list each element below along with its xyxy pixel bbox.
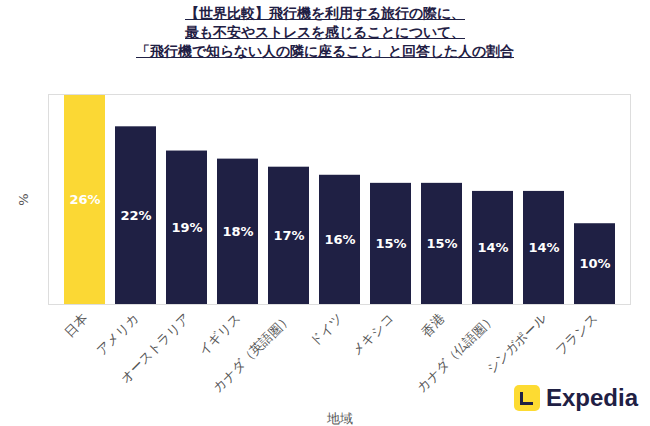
svg-text:19%: 19% bbox=[171, 220, 202, 235]
svg-text:アメリカ: アメリカ bbox=[94, 311, 141, 358]
svg-text:ドイツ: ドイツ bbox=[307, 311, 345, 349]
svg-text:シンガポール: シンガポール bbox=[483, 311, 549, 377]
svg-text:イギリス: イギリス bbox=[196, 311, 243, 358]
svg-text:14%: 14% bbox=[528, 240, 559, 255]
svg-text:14%: 14% bbox=[477, 240, 508, 255]
svg-text:15%: 15% bbox=[375, 236, 406, 251]
svg-text:フランス: フランス bbox=[553, 311, 600, 358]
svg-text:16%: 16% bbox=[324, 232, 355, 247]
svg-text:10%: 10% bbox=[579, 256, 610, 271]
svg-text:17%: 17% bbox=[273, 228, 304, 243]
svg-text:18%: 18% bbox=[222, 224, 253, 239]
svg-text:カナダ（英語圏）: カナダ（英語圏） bbox=[210, 311, 294, 395]
html-text:Expedia: Expedia bbox=[546, 384, 638, 411]
svg-text:26%: 26% bbox=[69, 192, 100, 207]
svg-text:メキシコ: メキシコ bbox=[349, 311, 396, 358]
svg-text:%: % bbox=[16, 193, 31, 205]
svg-text:香港: 香港 bbox=[418, 311, 447, 340]
svg-text:日本: 日本 bbox=[61, 311, 90, 340]
html-text:【世界比較】飛行機を利用する旅行の際に、 最も不安やストレス: 【世界比較】飛行機を利用する旅行の際に、 最も不安やストレスを感じることについて… bbox=[136, 5, 514, 59]
svg-text:地域: 地域 bbox=[326, 411, 353, 426]
svg-text:22%: 22% bbox=[120, 208, 151, 223]
svg-text:15%: 15% bbox=[426, 236, 457, 251]
svg-text:カナダ（仏語圏）: カナダ（仏語圏） bbox=[414, 311, 498, 395]
svg-text:オーストラリア: オーストラリア bbox=[117, 311, 192, 386]
